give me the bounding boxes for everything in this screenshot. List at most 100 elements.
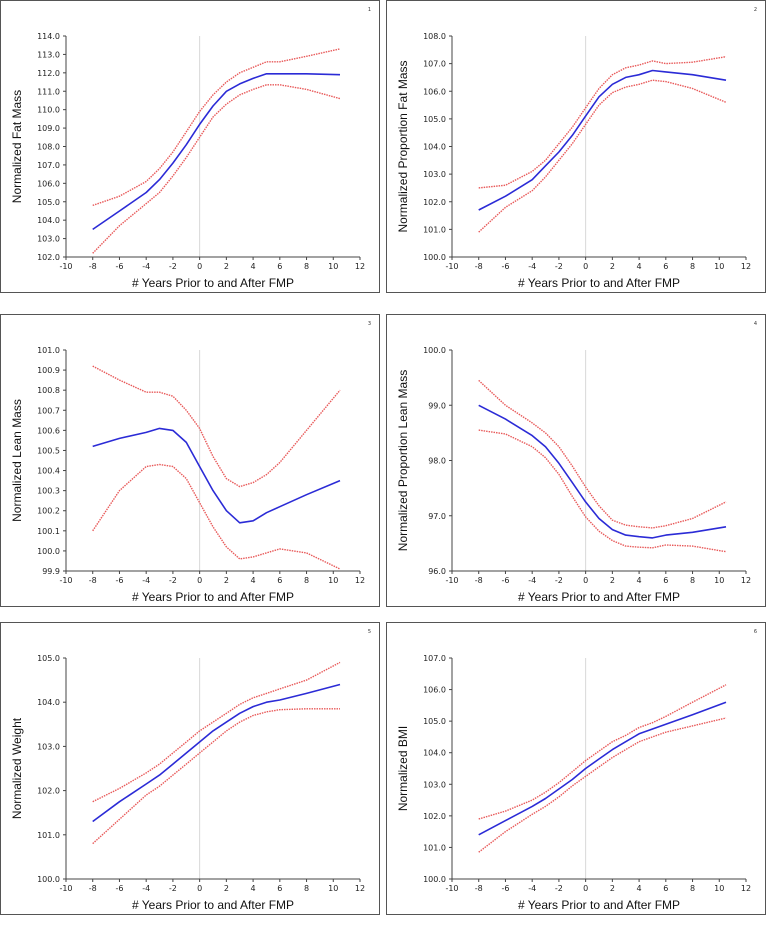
x-tick-label: 6	[277, 576, 282, 585]
x-tick-label: -6	[501, 884, 509, 893]
x-tick-label: 4	[637, 884, 642, 893]
x-tick-label: -6	[115, 262, 123, 271]
upper-ci-line	[92, 365, 341, 488]
x-tick-label: 8	[304, 576, 309, 585]
y-tick-label: 104.0	[37, 216, 60, 225]
lower-ci-line	[478, 79, 727, 233]
y-tick-label: 106.0	[423, 87, 446, 96]
x-tick-label: 8	[304, 884, 309, 893]
y-tick-label: 100.1	[37, 527, 60, 536]
x-tick-label: -4	[142, 576, 150, 585]
chart-panel-proportion-lean-mass: 4 -10 -8 -6 -4 -2 0 2 4 6 8 10 12 96.0 97.0 98.0 99.0 100…	[386, 314, 766, 607]
y-tick-label: 104.0	[423, 749, 446, 758]
y-tick-label: 100.0	[37, 547, 60, 556]
x-tick-label: -10	[445, 884, 458, 893]
panel-number: 6	[754, 629, 757, 635]
x-tick-label: 10	[714, 262, 724, 271]
chart-panel-fat-mass: 1 -10 -8 -6 -4 -2 0 2 4 6 8 10 12 102.0 103.0 104.0 105.…	[0, 0, 380, 293]
x-tick-label: -2	[169, 262, 177, 271]
y-tick-label: 100.0	[37, 875, 60, 884]
y-tick-label: 106.0	[423, 686, 446, 695]
y-tick-label: 105.0	[423, 717, 446, 726]
x-tick-label: -8	[475, 262, 483, 271]
x-tick-label: 10	[328, 576, 338, 585]
x-tick-label: 4	[251, 884, 256, 893]
chart-panel-bmi: 6 -10 -8 -6 -4 -2 0 2 4 6 8 10 12 100.0 101.0 102.0 103.…	[386, 622, 766, 915]
x-tick-label: 12	[741, 262, 751, 271]
x-tick-label: 4	[637, 262, 642, 271]
x-tick-label: 2	[224, 576, 229, 585]
x-tick-label: -4	[142, 262, 150, 271]
x-tick-label: 2	[224, 262, 229, 271]
x-tick-label: 4	[637, 576, 642, 585]
y-tick-label: 112.0	[37, 69, 60, 78]
x-tick-label: -8	[475, 576, 483, 585]
panel-number: 3	[368, 321, 371, 327]
lower-ci-line	[92, 463, 341, 570]
y-tick-label: 100.4	[37, 467, 60, 476]
y-tick-label: 108.0	[423, 32, 446, 41]
estimate-line	[92, 427, 341, 524]
y-tick-label: 101.0	[37, 831, 60, 840]
x-tick-label: 6	[277, 884, 282, 893]
x-tick-label: -8	[89, 884, 97, 893]
x-tick-label: 12	[355, 262, 365, 271]
y-tick-label: 100.0	[423, 253, 446, 262]
y-tick-label: 104.0	[423, 143, 446, 152]
x-tick-label: -4	[528, 576, 536, 585]
y-tick-label: 105.0	[37, 198, 60, 207]
x-tick-label: 8	[690, 884, 695, 893]
y-tick-label: 100.6	[37, 426, 60, 435]
x-tick-label: -2	[555, 576, 563, 585]
x-tick-label: 2	[610, 884, 615, 893]
x-tick-label: 4	[251, 262, 256, 271]
panel-number: 5	[368, 629, 371, 635]
x-tick-label: 8	[690, 576, 695, 585]
x-tick-label: 6	[277, 262, 282, 271]
x-tick-label: -6	[501, 576, 509, 585]
x-tick-label: -2	[169, 576, 177, 585]
lower-ci-line	[478, 717, 727, 853]
y-axis-label: Normalized Fat Mass	[10, 90, 24, 203]
x-tick-label: -4	[142, 884, 150, 893]
y-axis-label: Normalized Lean Mass	[10, 399, 24, 522]
x-tick-label: 0	[583, 262, 588, 271]
y-tick-label: 101.0	[37, 346, 60, 355]
x-tick-label: 0	[583, 576, 588, 585]
x-tick-label: 8	[690, 262, 695, 271]
x-tick-label: -2	[169, 884, 177, 893]
y-tick-label: 105.0	[423, 115, 446, 124]
x-tick-label: 10	[714, 576, 724, 585]
x-tick-label: 0	[197, 884, 202, 893]
y-axis-label: Normalized Weight	[10, 717, 24, 819]
x-axis-label: # Years Prior to and After FMP	[132, 276, 294, 290]
y-tick-label: 106.0	[37, 179, 60, 188]
y-tick-label: 100.0	[423, 346, 446, 355]
y-tick-label: 107.0	[37, 161, 60, 170]
lower-ci-line	[92, 84, 341, 254]
x-axis-label: # Years Prior to and After FMP	[132, 898, 294, 912]
y-tick-label: 113.0	[37, 50, 60, 59]
chart-svg: 2 -10 -8 -6 -4 -2 0 2 4 6 8 10 12 100.0 101.0 102.0 103.…	[396, 7, 757, 290]
x-axis-label: # Years Prior to and After FMP	[518, 276, 680, 290]
y-tick-label: 101.0	[423, 225, 446, 234]
y-tick-label: 103.0	[37, 235, 60, 244]
x-tick-label: -10	[59, 576, 72, 585]
y-tick-label: 98.0	[428, 457, 446, 466]
y-tick-label: 97.0	[428, 512, 446, 521]
y-tick-label: 102.0	[37, 787, 60, 796]
y-tick-label: 100.3	[37, 487, 60, 496]
chart-svg: 4 -10 -8 -6 -4 -2 0 2 4 6 8 10 12 96.0 97.0 98.0 99.0 100…	[396, 321, 757, 604]
y-tick-label: 104.0	[37, 698, 60, 707]
y-tick-label: 100.0	[423, 875, 446, 884]
x-tick-label: -8	[475, 884, 483, 893]
x-tick-label: 10	[328, 262, 338, 271]
y-tick-label: 100.5	[37, 446, 60, 455]
x-tick-label: -6	[115, 576, 123, 585]
y-axis-label: Normalized Proportion Lean Mass	[396, 370, 410, 551]
upper-ci-line	[92, 661, 341, 803]
y-tick-label: 96.0	[428, 567, 446, 576]
y-axis-label: Normalized BMI	[396, 726, 410, 811]
y-tick-label: 102.0	[423, 198, 446, 207]
y-tick-label: 102.0	[37, 253, 60, 262]
